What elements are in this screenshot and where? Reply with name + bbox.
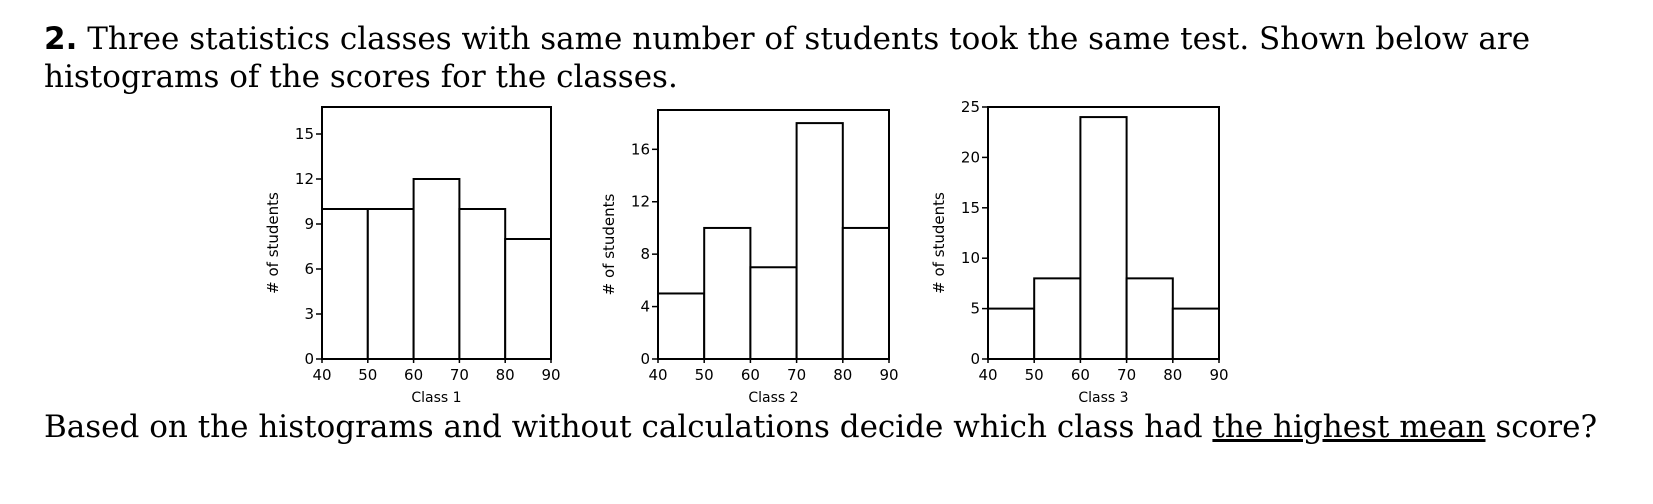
histogram-bar [1125, 277, 1174, 360]
x-axis-label: Class 2 [748, 390, 798, 406]
histogram-bar [749, 266, 798, 360]
histogram-bar [795, 122, 844, 360]
x-tick-label: 50 [695, 366, 714, 384]
x-tick-label: 40 [978, 366, 997, 384]
y-tick-label: 9 [304, 215, 314, 233]
x-tick-label: 50 [1025, 366, 1044, 384]
y-tick-label: 25 [961, 98, 980, 116]
x-tick-label: 60 [741, 366, 760, 384]
y-tick-label: 0 [640, 350, 650, 368]
y-tick-label: 8 [640, 245, 650, 263]
y-tick-label: 12 [295, 170, 314, 188]
question-underlined: the highest mean [1212, 409, 1486, 445]
histogram-bar [321, 208, 369, 360]
x-tick-label: 70 [450, 366, 469, 384]
y-tick-label: 0 [304, 350, 314, 368]
x-tick-label: 60 [1071, 366, 1090, 384]
histogram-bar [1171, 307, 1221, 361]
x-tick-label: 90 [541, 366, 560, 384]
question-text-before: Based on the histograms and without calc… [44, 409, 1213, 445]
problem-intro: 2. Three statistics classes with same nu… [44, 20, 1634, 96]
histogram-bar [1079, 116, 1128, 360]
histogram-bar [987, 307, 1036, 361]
x-tick-label: 70 [1117, 366, 1136, 384]
x-tick-label: 90 [1209, 366, 1228, 384]
x-tick-label: 80 [496, 366, 515, 384]
histogram-bar [657, 292, 706, 361]
plot-frame [321, 106, 552, 360]
x-tick-label: 40 [648, 366, 667, 384]
x-tick-label: 90 [879, 366, 898, 384]
y-tick-label: 3 [304, 305, 314, 323]
x-axis-label: Class 1 [411, 390, 461, 406]
x-tick-label: 60 [404, 366, 423, 384]
histogram-class-3: 0 5 10 15 20 25 40 50 60 70 80 90 Class 3 # of studen… [930, 98, 1229, 406]
x-tick-label: 50 [358, 366, 377, 384]
y-tick-label: 12 [631, 193, 650, 211]
x-axis-label: Class 3 [1078, 390, 1128, 406]
y-axis-label: # of students [930, 192, 948, 294]
problem-number: 2. [44, 21, 78, 57]
y-tick-label: 20 [961, 148, 980, 166]
y-tick-label: 15 [961, 199, 980, 217]
question-text-after: score? [1485, 409, 1598, 445]
x-tick-label: 80 [833, 366, 852, 384]
x-tick-label: 80 [1163, 366, 1182, 384]
histogram-bar [458, 208, 507, 360]
histogram-bar [1033, 277, 1082, 360]
problem-intro-text: Three statistics classes with same numbe… [44, 21, 1531, 95]
y-tick-label: 15 [295, 125, 314, 143]
histogram-bar [504, 238, 553, 360]
plot-frame [987, 106, 1220, 360]
histogram-bar [703, 226, 752, 360]
y-tick-label: 10 [961, 249, 980, 267]
y-axis-label: # of students [264, 192, 282, 294]
x-tick-label: 40 [312, 366, 331, 384]
question: Based on the histograms and without calc… [44, 408, 1597, 446]
y-tick-label: 16 [631, 140, 650, 158]
histogram-class-1: 0 3 6 9 12 15 40 50 60 70 80 90 Class 1 # of students [264, 106, 561, 406]
y-tick-label: 4 [640, 298, 650, 316]
y-axis-label: # of students [600, 193, 618, 295]
histogram-bar [366, 208, 415, 360]
x-tick-label: 70 [787, 366, 806, 384]
y-tick-label: 5 [970, 300, 980, 318]
histogram-class-2: 0 4 8 12 16 40 50 60 70 80 90 Class 2 # of students [600, 109, 899, 406]
plot-frame [657, 109, 890, 360]
y-tick-label: 0 [970, 350, 980, 368]
y-tick-label: 6 [304, 260, 314, 278]
histogram-bar [412, 178, 461, 360]
histogram-bar [841, 226, 890, 360]
